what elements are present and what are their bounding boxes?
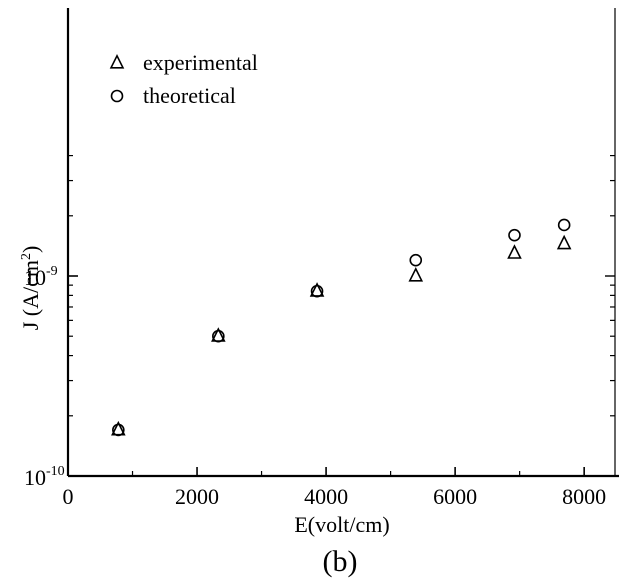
x-tick-label: 8000 bbox=[562, 484, 606, 509]
x-tick-label: 2000 bbox=[175, 484, 219, 509]
legend: experimental theoretical bbox=[109, 50, 258, 108]
experimental-point bbox=[408, 267, 424, 282]
x-tick-label: 0 bbox=[63, 484, 74, 509]
axis-labels: E(volt/cm) J (A/cm2) (b) bbox=[18, 246, 390, 578]
experimental-point bbox=[507, 244, 522, 259]
y-tick-label: 10-9 bbox=[24, 264, 58, 290]
figure-caption: (b) bbox=[323, 545, 358, 578]
x-axis-label: E(volt/cm) bbox=[294, 512, 389, 537]
theoretical-point bbox=[212, 329, 225, 343]
legend-marker-theoretical bbox=[110, 89, 124, 103]
x-tick-label: 6000 bbox=[433, 484, 477, 509]
axes bbox=[66, 8, 619, 478]
data-points bbox=[111, 218, 572, 437]
theoretical-point bbox=[557, 218, 571, 232]
legend-label-theoretical: theoretical bbox=[143, 83, 236, 108]
legend-marker-experimental bbox=[109, 54, 125, 69]
theoretical-point bbox=[112, 423, 125, 437]
ticks: 0 2000 4000 6000 8000 10-9 10-10 bbox=[24, 154, 615, 509]
theoretical-point bbox=[310, 284, 324, 298]
theoretical-point bbox=[409, 253, 423, 267]
experimental-point bbox=[556, 234, 572, 250]
x-tick-label: 4000 bbox=[304, 484, 348, 509]
theoretical-point bbox=[508, 228, 521, 242]
y-axis-label: J (A/cm2) bbox=[18, 246, 43, 331]
legend-label-experimental: experimental bbox=[143, 50, 258, 75]
y-tick-label: 10-10 bbox=[24, 464, 65, 490]
